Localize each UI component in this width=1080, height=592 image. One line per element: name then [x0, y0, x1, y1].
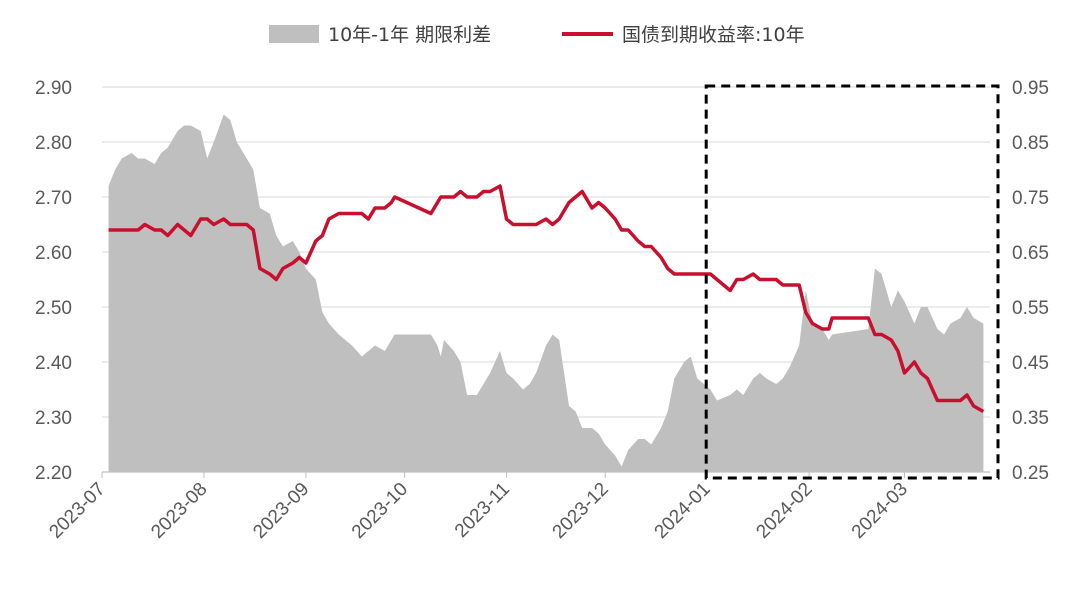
x-tick-label: 2024-03 — [848, 479, 912, 543]
legend-label-yield: 国债到期收益率:10年 — [622, 24, 805, 46]
x-tick-label: 2024-01 — [651, 479, 715, 543]
right-tick-label: 0.25 — [1012, 463, 1049, 484]
left-tick-label: 2.90 — [35, 78, 72, 99]
legend: 10年-1年 期限利差 国债到期收益率:10年 — [269, 24, 805, 46]
highlight-box — [704, 84, 1000, 480]
right-tick-label: 0.85 — [1012, 133, 1049, 154]
x-tick-label: 2024-02 — [752, 479, 816, 543]
left-tick-label: 2.70 — [35, 188, 72, 209]
right-axis-ticks: 0.95 0.85 0.75 0.65 0.55 0.45 0.35 0.25 — [1012, 78, 1049, 484]
left-tick-label: 2.40 — [35, 353, 72, 374]
x-tick-label: 2023-11 — [451, 479, 514, 542]
x-tick-label: 2023-10 — [348, 479, 412, 543]
right-tick-label: 0.55 — [1012, 298, 1049, 319]
spread-area — [108, 114, 984, 472]
x-tick-label: 2023-07 — [45, 479, 109, 543]
legend-swatch-spread — [269, 25, 319, 43]
x-tick-label: 2023-12 — [549, 479, 613, 543]
left-axis-ticks: 2.90 2.80 2.70 2.60 2.50 2.40 2.30 2.20 — [35, 78, 72, 484]
right-tick-label: 0.45 — [1012, 353, 1049, 374]
yield-line — [108, 184, 985, 414]
left-tick-label: 2.30 — [35, 408, 72, 429]
legend-label-spread: 10年-1年 期限利差 — [328, 24, 491, 46]
left-tick-label: 2.20 — [35, 463, 72, 484]
x-tick-label: 2023-08 — [147, 479, 211, 543]
right-tick-label: 0.75 — [1012, 188, 1049, 209]
right-tick-label: 0.95 — [1012, 78, 1049, 99]
x-axis-ticks: 2023-07 2023-08 2023-09 2023-10 2023-11 2023-… — [45, 472, 912, 543]
right-tick-label: 0.35 — [1012, 408, 1049, 429]
x-tick-label: 2023-09 — [249, 479, 313, 543]
right-tick-label: 0.65 — [1012, 243, 1049, 264]
left-tick-label: 2.60 — [35, 243, 72, 264]
left-tick-label: 2.80 — [35, 133, 72, 154]
left-tick-label: 2.50 — [35, 298, 72, 319]
